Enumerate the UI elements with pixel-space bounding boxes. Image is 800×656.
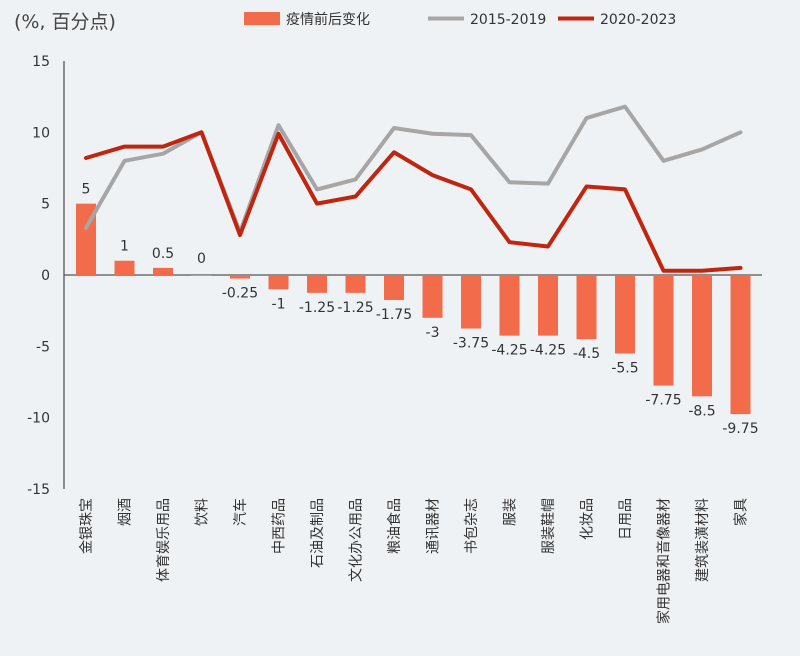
legend-swatch-bar — [244, 12, 280, 25]
x-category-label: 家用电器和音像器材 — [656, 498, 673, 624]
line-2015-2019 — [84, 104, 743, 235]
bar-value-label: 0.5 — [152, 246, 174, 262]
bar — [538, 275, 558, 336]
bar — [230, 275, 250, 279]
x-category-label: 服装鞋帽 — [541, 498, 557, 554]
bar — [576, 275, 597, 340]
bar-value-label: -3 — [426, 325, 440, 341]
line-2020-2023 — [84, 130, 743, 273]
y-tick-label: 0 — [41, 268, 50, 284]
bar-value-label: -8.5 — [688, 403, 715, 419]
x-category-label: 汽车 — [232, 498, 249, 526]
bar-value-label: -1.75 — [376, 307, 412, 323]
legend: 疫情前后变化 2015-2019 2020-2023 — [244, 11, 676, 28]
y-tick-label: 15 — [32, 54, 50, 70]
bar-value-label: -3.75 — [453, 336, 489, 352]
x-category-label: 化妆品 — [580, 498, 596, 540]
bar-value-label: 5 — [82, 182, 91, 198]
bar-value-label: -9.75 — [722, 421, 758, 437]
bar — [153, 267, 173, 275]
x-category-label: 建筑装潢材料 — [695, 498, 711, 582]
y-tick-label: -10 — [27, 411, 50, 427]
bar — [653, 275, 674, 386]
unit-label: (%, 百分点) — [14, 11, 116, 33]
x-category-label: 金银珠宝 — [79, 498, 95, 554]
x-category-label: 体育娱乐用品 — [156, 498, 172, 582]
y-tick-label: -5 — [36, 339, 50, 355]
bar — [268, 275, 289, 290]
line-series — [84, 104, 743, 273]
bar-series — [76, 203, 751, 415]
bar — [499, 275, 520, 336]
bar — [345, 275, 366, 293]
x-category-label: 中西药品 — [272, 498, 288, 554]
bar-value-label: -4.5 — [573, 346, 600, 362]
bar — [191, 275, 212, 276]
x-category-label: 通讯器材 — [426, 498, 442, 554]
x-category-label: 粮油食品 — [386, 498, 403, 554]
bar-value-label: -4.25 — [530, 343, 566, 359]
data-labels: 51 0.5 0-0.25-1 -1.25 -1.25 -1.75-3-3.75 -4.25… — [82, 182, 759, 437]
bar-value-label: -7.75 — [645, 393, 681, 409]
bar-value-label: -1.25 — [299, 300, 335, 316]
bar-value-label: -4.25 — [491, 343, 527, 359]
bar — [422, 275, 443, 318]
bar-value-label: -0.25 — [222, 286, 258, 302]
bar — [307, 275, 327, 293]
x-category-label: 饮料 — [195, 498, 211, 526]
y-tick-label: -15 — [27, 482, 50, 498]
bar-value-label: 0 — [197, 251, 206, 267]
bar — [692, 275, 712, 397]
x-category-label: 书包杂志 — [464, 498, 480, 554]
bar — [461, 275, 481, 329]
bar — [730, 275, 751, 415]
bar-value-label: -5.5 — [611, 360, 638, 376]
y-tick-label: 10 — [32, 125, 50, 141]
axes: 151050-5-10-15金银珠宝 烟酒 体育娱乐用品 饮料 汽车 中西药品 石油及制品文… — [27, 54, 762, 624]
legend-label: 2015-2019 — [470, 12, 546, 28]
bar-value-label: -1 — [272, 296, 286, 312]
bar — [384, 275, 404, 300]
bar-value-label: 1 — [120, 239, 129, 255]
x-category-label: 烟酒 — [118, 498, 134, 526]
x-category-label: 家具 — [733, 498, 750, 526]
legend-label: 2020-2023 — [600, 12, 676, 28]
x-category-label: 服装 — [503, 498, 519, 526]
y-tick-label: 5 — [41, 197, 50, 213]
bar — [615, 275, 635, 354]
x-category-label: 日用品 — [618, 498, 634, 540]
x-category-label: 文化办公用品 — [349, 498, 365, 582]
bar — [114, 260, 135, 275]
bar-value-label: -1.25 — [337, 300, 373, 316]
legend-label: 疫情前后变化 — [286, 11, 370, 28]
x-category-label: 石油及制品 — [310, 498, 326, 568]
